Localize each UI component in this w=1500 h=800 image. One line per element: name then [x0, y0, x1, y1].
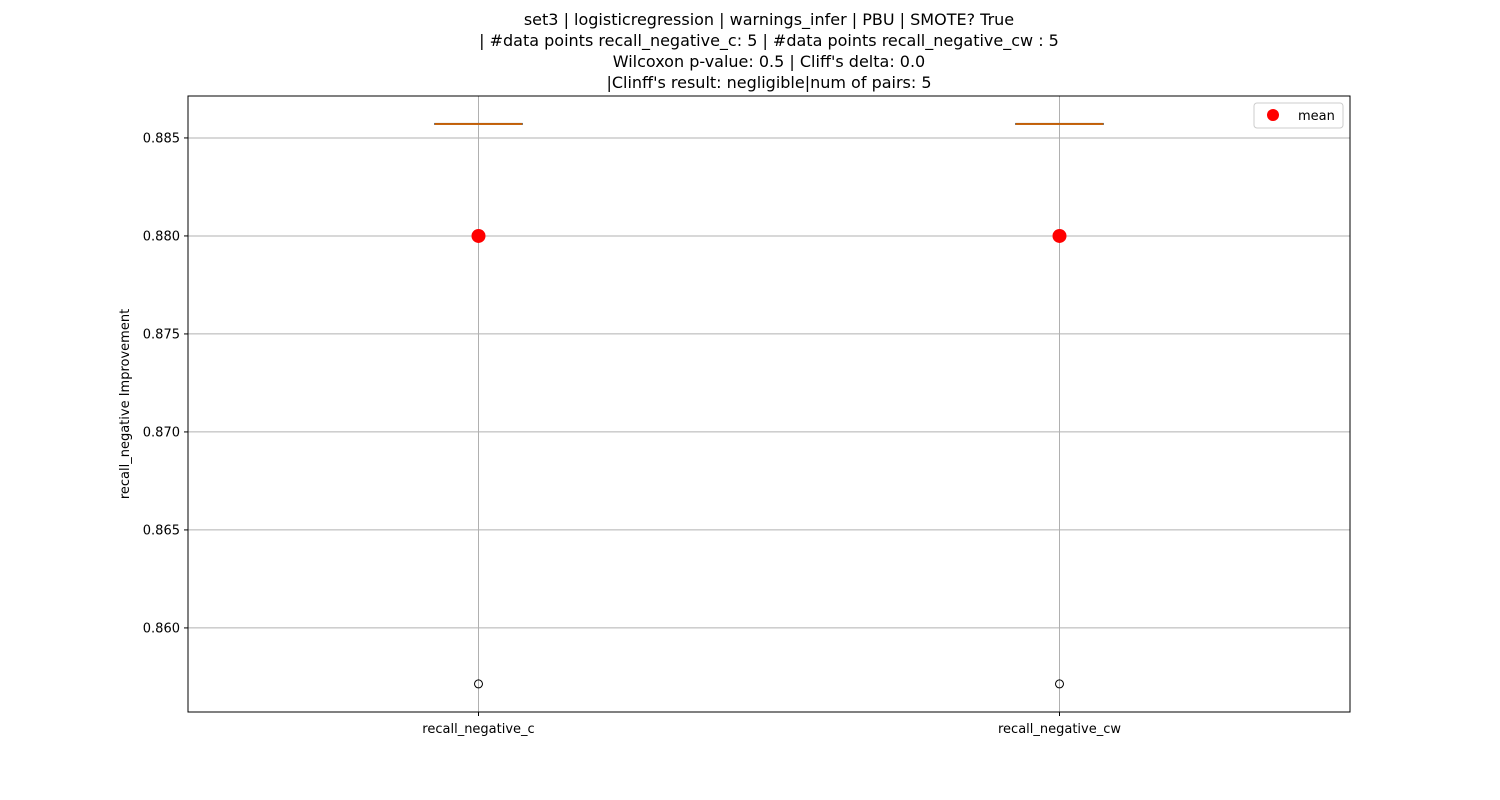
x-axis: recall_negative_c recall_negative_cw	[422, 712, 1121, 737]
legend-mean-label: mean	[1298, 109, 1335, 124]
y-tick-label: 0.860	[143, 621, 180, 636]
mean-point	[471, 228, 486, 243]
title-line-2: | #data points recall_negative_c: 5 | #d…	[479, 31, 1059, 51]
chart-title: set3 | logisticregression | warnings_inf…	[479, 10, 1059, 92]
y-axis-label: recall_negative Improvement	[118, 309, 133, 499]
x-tick-label: recall_negative_cw	[998, 722, 1121, 737]
legend: mean	[1253, 102, 1344, 129]
y-tick-label: 0.875	[143, 327, 180, 342]
outlier-point	[474, 679, 483, 689]
title-line-4: |Clinff's result: negligible|num of pair…	[606, 73, 931, 92]
title-line-3: Wilcoxon p-value: 0.5 | Cliff's delta: 0…	[613, 52, 925, 71]
outlier-point	[1055, 679, 1064, 689]
box-recall_negative_c	[434, 122, 523, 689]
legend-mean-marker	[1267, 109, 1279, 121]
y-axis: 0.860 0.865 0.870 0.875 0.880 0.885	[143, 131, 188, 636]
plot-frame	[187, 95, 1351, 713]
legend-frame	[1253, 102, 1344, 129]
plot-marks	[434, 122, 1104, 689]
y-tick-label: 0.880	[143, 229, 180, 244]
y-tick-label: 0.865	[143, 523, 180, 538]
x-tick-label: recall_negative_c	[422, 722, 534, 737]
y-tick-label: 0.870	[143, 425, 180, 440]
title-line-1: set3 | logisticregression | warnings_inf…	[524, 10, 1014, 30]
grid	[188, 96, 1350, 712]
box-recall_negative_cw	[1015, 122, 1104, 689]
mean-point	[1052, 228, 1067, 243]
y-tick-label: 0.885	[143, 131, 180, 146]
